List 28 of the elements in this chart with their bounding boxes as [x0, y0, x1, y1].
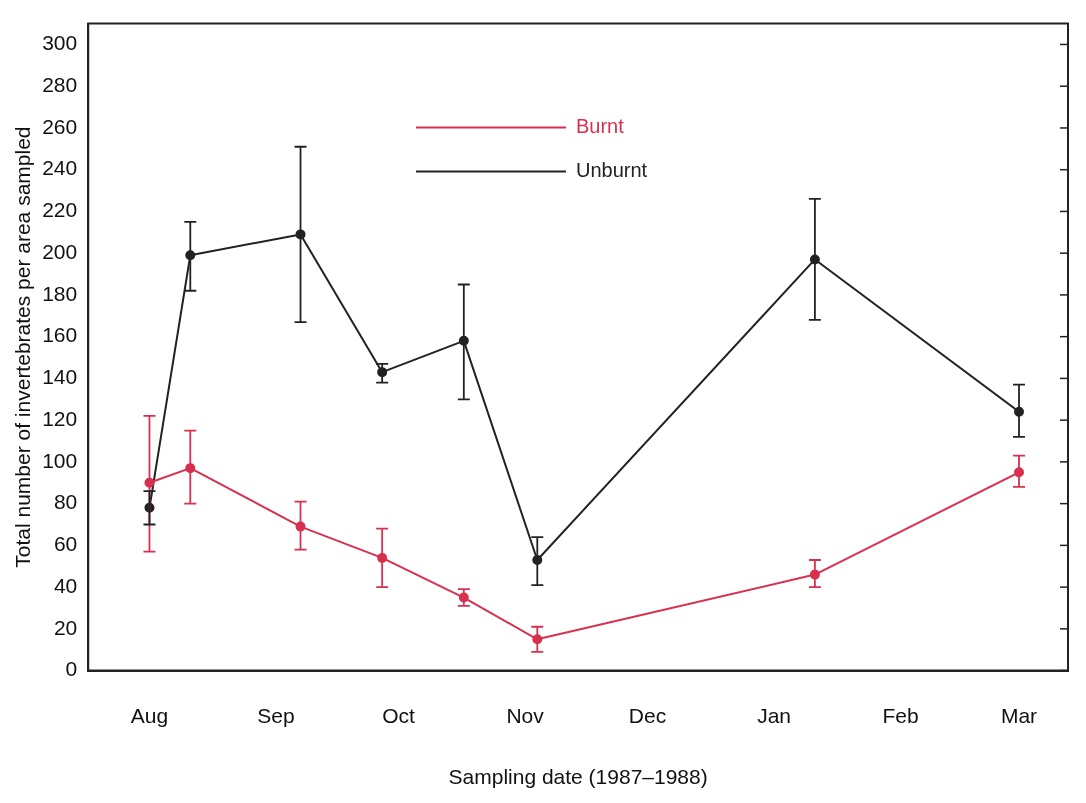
y-tick-label: 240	[42, 156, 78, 180]
x-tick-label: Feb	[882, 704, 919, 727]
y-tick-label: 100	[42, 448, 78, 472]
y-axis-title: Total number of invertebrates per area sampled	[11, 126, 35, 568]
text: Unburnt	[575, 159, 648, 182]
y-tick-label: 40	[53, 573, 78, 597]
y-tick-label: 280	[42, 73, 78, 97]
y-tick-label: 0	[65, 657, 78, 681]
text: Burnt	[575, 115, 625, 138]
x-tick-label: Dec	[628, 704, 667, 727]
x-tick-label: Nov	[506, 704, 545, 727]
y-tick-label: 60	[53, 532, 78, 556]
x-tick-label: Aug	[130, 704, 169, 727]
y-tick-label: 200	[42, 239, 78, 263]
x-tick-label: Sep	[257, 704, 295, 727]
x-axis-title: Sampling date (1987–1988)	[448, 765, 708, 789]
y-tick-label: 140	[42, 365, 78, 389]
y-tick-label: 160	[42, 323, 78, 347]
x-tick-label: Mar	[1000, 704, 1038, 727]
y-tick-label: 120	[42, 406, 78, 430]
y-tick-label: 80	[53, 490, 78, 514]
y-tick-label: 220	[42, 198, 78, 222]
x-tick-label: Jan	[757, 704, 791, 727]
y-tick-label: 260	[42, 114, 78, 138]
y-tick-label: 20	[53, 615, 78, 639]
y-tick-label: 180	[42, 281, 78, 305]
y-tick-label: 300	[42, 31, 78, 55]
x-tick-label: Oct	[382, 704, 415, 727]
